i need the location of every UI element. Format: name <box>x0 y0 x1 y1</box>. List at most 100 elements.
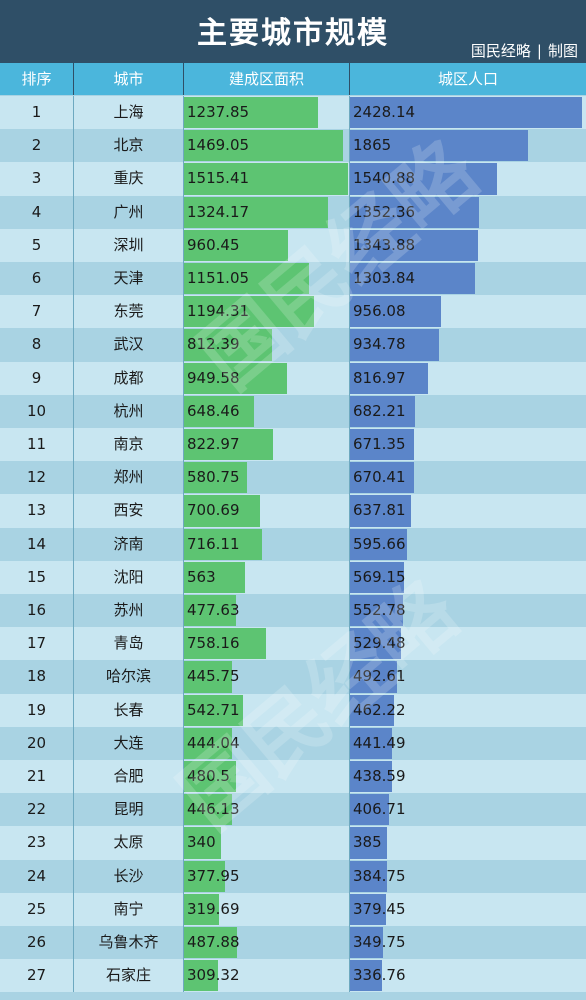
table-row: 22 昆明 446.13 406.71 <box>0 793 586 827</box>
population-value: 492.61 <box>353 667 406 686</box>
population-cell: 1303.84 <box>350 262 586 295</box>
population-cell: 529.48 <box>350 627 586 660</box>
population-value: 670.41 <box>353 468 406 487</box>
table-row: 12 郑州 580.75 670.41 <box>0 461 586 495</box>
population-cell: 379.45 <box>350 893 586 926</box>
city-cell: 北京 <box>74 129 184 163</box>
area-value: 1237.85 <box>187 103 250 121</box>
area-cell: 960.45 <box>184 228 350 262</box>
city-cell: 石家庄 <box>74 959 184 993</box>
area-value: 487.88 <box>187 933 240 951</box>
population-cell: 462.22 <box>350 694 586 727</box>
area-bar <box>184 727 233 759</box>
city-cell: 青岛 <box>74 627 184 661</box>
city-cell: 济南 <box>74 527 184 561</box>
rank-cell: 21 <box>0 760 74 794</box>
city-cell: 天津 <box>74 262 184 296</box>
table-row: 5 深圳 960.45 1343.88 <box>0 228 586 262</box>
rank-cell: 20 <box>0 726 74 760</box>
rank-cell: 15 <box>0 560 74 594</box>
area-value: 340 <box>187 833 216 852</box>
population-value: 552.78 <box>353 601 406 619</box>
rank-cell: 2 <box>0 129 74 163</box>
area-value: 822.97 <box>187 435 240 453</box>
population-bar <box>350 263 475 295</box>
population-value: 569.15 <box>353 567 406 586</box>
column-header-area: 建成区面积 <box>184 63 350 95</box>
area-value: 377.95 <box>187 866 240 885</box>
population-bar <box>350 628 401 660</box>
population-bar <box>350 727 393 759</box>
population-bar <box>350 362 429 394</box>
population-cell: 406.71 <box>350 793 586 826</box>
population-value: 1540.88 <box>353 169 416 188</box>
area-cell: 1194.31 <box>184 295 350 329</box>
city-cell: 深圳 <box>74 228 184 262</box>
area-cell: 487.88 <box>184 926 350 960</box>
city-cell: 东莞 <box>74 295 184 329</box>
area-cell: 648.46 <box>184 394 350 428</box>
population-bar <box>350 495 411 527</box>
area-cell: 1515.41 <box>184 162 350 196</box>
population-cell: 438.59 <box>350 760 586 793</box>
area-value: 648.46 <box>187 401 240 420</box>
table-row: 7 东莞 1194.31 956.08 <box>0 295 586 329</box>
table-row: 17 青岛 758.16 529.48 <box>0 627 586 661</box>
city-cell: 郑州 <box>74 461 184 495</box>
population-value: 595.66 <box>353 534 406 553</box>
area-cell: 563 <box>184 560 350 594</box>
city-cell: 长春 <box>74 693 184 727</box>
credit-separator: | <box>536 42 542 60</box>
population-value: 462.22 <box>353 700 406 719</box>
population-value: 1303.84 <box>353 269 416 287</box>
population-bar <box>350 196 480 228</box>
area-bar <box>184 595 236 627</box>
rank-cell: 5 <box>0 228 74 262</box>
area-bar <box>184 395 255 427</box>
rank-cell: 9 <box>0 361 74 395</box>
population-bar <box>350 429 415 461</box>
city-cell: 南宁 <box>74 892 184 926</box>
area-cell: 758.16 <box>184 627 350 661</box>
population-bar <box>350 296 442 328</box>
area-cell: 319.69 <box>184 892 350 926</box>
area-value: 446.13 <box>187 800 240 819</box>
population-bar <box>350 893 387 925</box>
area-cell: 446.13 <box>184 793 350 827</box>
area-cell: 1151.05 <box>184 262 350 296</box>
population-cell: 1343.88 <box>350 229 586 262</box>
credit-line: 国民经略 | 制图 <box>471 40 578 61</box>
rank-cell: 11 <box>0 428 74 462</box>
table-row: 2 北京 1469.05 1865 <box>0 129 586 163</box>
population-bar <box>350 661 398 693</box>
city-cell: 武汉 <box>74 328 184 362</box>
table-row: 11 南京 822.97 671.35 <box>0 428 586 462</box>
table-row: 25 南宁 319.69 379.45 <box>0 892 586 926</box>
city-cell: 苏州 <box>74 594 184 628</box>
table-row: 20 大连 444.04 441.49 <box>0 726 586 760</box>
rank-cell: 27 <box>0 959 74 993</box>
population-bar <box>350 229 479 261</box>
area-cell: 309.32 <box>184 959 350 993</box>
table-row: 24 长沙 377.95 384.75 <box>0 859 586 893</box>
area-bar <box>184 196 328 228</box>
area-bar <box>184 362 288 394</box>
table-row: 8 武汉 812.39 934.78 <box>0 328 586 362</box>
area-cell: 1469.05 <box>184 129 350 163</box>
area-value: 1515.41 <box>187 169 250 188</box>
population-value: 671.35 <box>353 435 406 453</box>
area-cell: 480.5 <box>184 760 350 794</box>
population-value: 816.97 <box>353 368 406 387</box>
area-value: 563 <box>187 567 216 586</box>
rank-cell: 12 <box>0 461 74 495</box>
rank-cell: 18 <box>0 660 74 694</box>
area-value: 960.45 <box>187 235 240 254</box>
area-bar <box>184 263 309 295</box>
area-value: 716.11 <box>187 534 240 553</box>
population-cell: 336.76 <box>350 959 586 992</box>
area-bar <box>184 163 349 195</box>
population-value: 384.75 <box>353 866 406 885</box>
area-value: 319.69 <box>187 899 240 918</box>
area-value: 1194.31 <box>187 302 250 321</box>
rank-cell: 16 <box>0 594 74 628</box>
